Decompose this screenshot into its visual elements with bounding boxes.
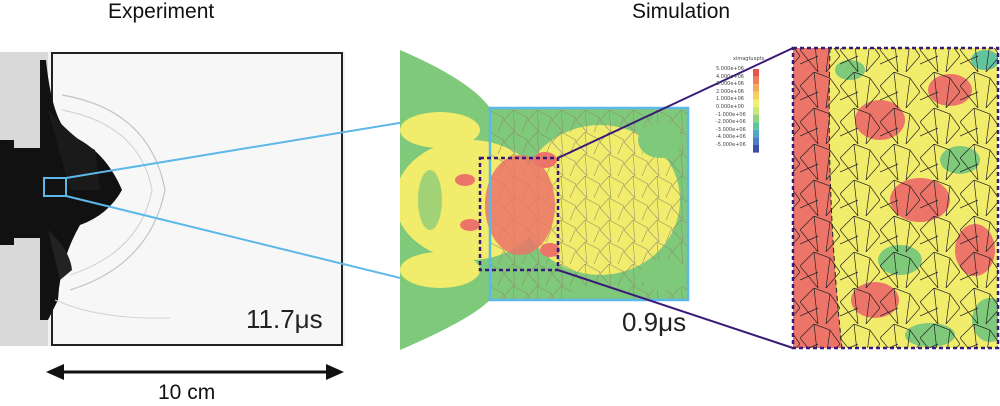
- simulation-zoom-box: [488, 106, 690, 302]
- legend-label: -3.000e+06: [716, 126, 746, 133]
- legend-swatch: [753, 145, 759, 153]
- experiment-time-label: 11.7μs: [246, 304, 323, 334]
- legend-swatch: [753, 122, 759, 130]
- scale-label: 10 cm: [158, 381, 216, 404]
- experiment-heading: Experiment: [108, 0, 215, 23]
- legend-label: 3.000e+06: [716, 81, 744, 88]
- legend-swatch: [753, 114, 759, 123]
- legend-label: 5.000e+06: [716, 66, 744, 72]
- legend-label: 1.000e+06: [716, 96, 744, 103]
- legend-labels: 5.000e+06 4.000e+06 3.000e+06 2.000e+06 …: [716, 66, 746, 150]
- legend-label: -4.000e+06: [716, 134, 746, 141]
- legend-label: 4.000e+06: [716, 73, 744, 80]
- legend-swatch: [753, 76, 759, 85]
- legend-title: ximagtuxpts: [733, 56, 765, 62]
- legend-swatch: [753, 107, 759, 115]
- legend-label: 0.000e+00: [716, 103, 744, 110]
- legend-swatch: [753, 84, 759, 92]
- legend-label: -5.000e+06: [716, 141, 746, 148]
- simulation-time-label: 0.9μs: [622, 307, 687, 337]
- legend-swatch: [753, 91, 759, 100]
- legend-label: 2.000e+06: [716, 88, 744, 95]
- detail-callout-bottom: [557, 269, 794, 349]
- detail-callout-top: [557, 47, 794, 159]
- experiment-photo: [0, 52, 345, 346]
- legend-label: -1.000e+06: [716, 111, 746, 118]
- legend-swatch: [753, 69, 759, 77]
- legend-colorbar: [753, 69, 759, 153]
- legend-swatch: [753, 137, 759, 145]
- legend-swatch: [753, 99, 759, 107]
- zoomed-detail: [793, 48, 998, 348]
- legend-swatch: [753, 129, 759, 138]
- legend-label: -2.000e+06: [716, 119, 746, 126]
- scale-arrow: [46, 364, 344, 380]
- simulation-heading: Simulation: [632, 0, 731, 23]
- simulation-detail-box: [478, 156, 560, 272]
